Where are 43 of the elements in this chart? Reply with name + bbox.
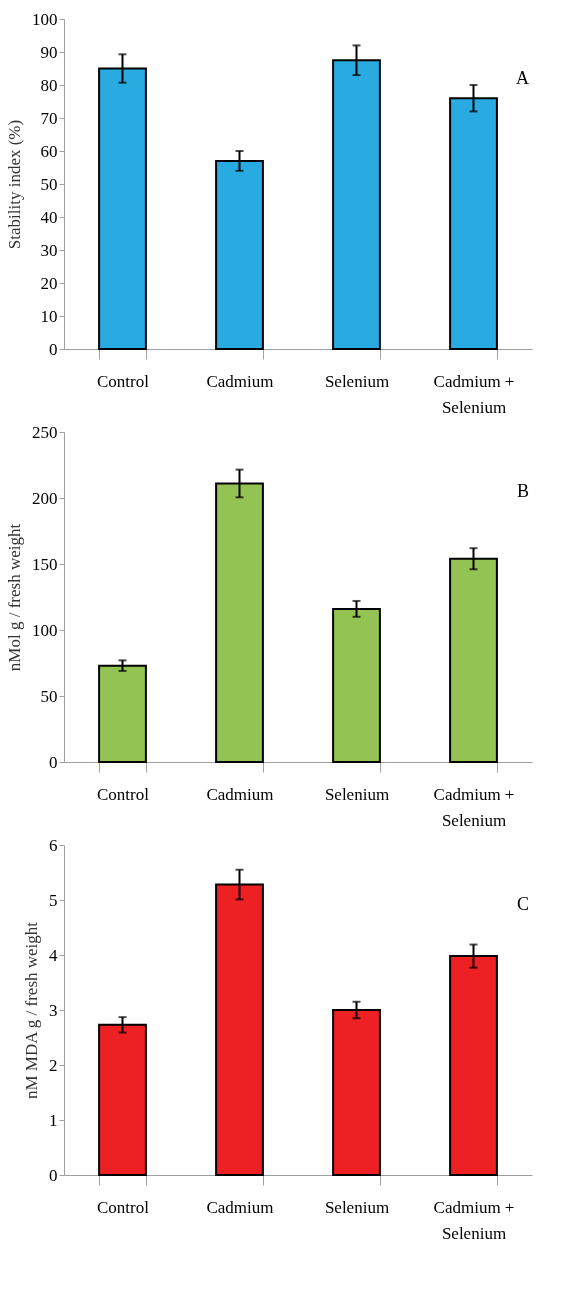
y-tick-label: 250 [32,422,58,442]
y-axis-title: nM MDA g / fresh weight [22,921,41,1100]
x-tick-label: Cadmium [206,371,274,391]
y-tick-label: 10 [40,306,58,326]
x-tick-label: Selenium [324,784,390,804]
y-tick-label: 3 [49,1000,58,1020]
y-tick-label: 6 [49,835,58,855]
x-tick-label: Control [97,1197,150,1217]
y-tick-label: 1 [49,1110,58,1130]
y-tick-label: 50 [40,174,58,194]
x-tick-label: Selenium [324,371,390,391]
y-tick-label: 200 [32,488,58,508]
x-tick-label: Cadmium + Selenium [433,1197,515,1243]
y-tick-label: 80 [40,75,58,95]
y-tick-label: 150 [32,554,58,574]
y-tick-label: 60 [40,141,58,161]
x-tick-label: Cadmium + Selenium [433,784,515,830]
y-tick-label: 0 [49,752,58,772]
x-tick-label: Selenium [324,1197,390,1217]
y-axis-title: nMol g / fresh weight [5,523,24,672]
annotation: C [516,894,529,914]
bar [98,664,147,763]
y-axis-title: Stability index (%) [5,119,24,250]
y-tick-label: 40 [40,207,58,227]
y-tick-label: 0 [49,1165,58,1185]
annotation: B [516,481,529,501]
x-tick-label: Cadmium [206,1197,274,1217]
y-tick-label: 70 [40,108,58,128]
y-tick-label: 90 [40,42,58,62]
y-tick-label: 2 [49,1055,58,1075]
x-tick-label: Cadmium + Selenium [433,371,515,417]
y-tick-label: 50 [40,686,58,706]
x-tick-label: Control [97,371,150,391]
y-tick-label: 4 [49,945,58,965]
y-tick-label: 100 [32,9,58,29]
y-tick-label: 0 [49,339,58,359]
y-tick-label: 30 [40,240,58,260]
y-tick-label: 20 [40,273,58,293]
x-tick-label: Control [97,784,150,804]
y-tick-label: 100 [32,620,58,640]
x-tick-label: Cadmium [206,784,274,804]
annotation: A [516,68,529,88]
y-tick-label: 5 [49,890,58,910]
